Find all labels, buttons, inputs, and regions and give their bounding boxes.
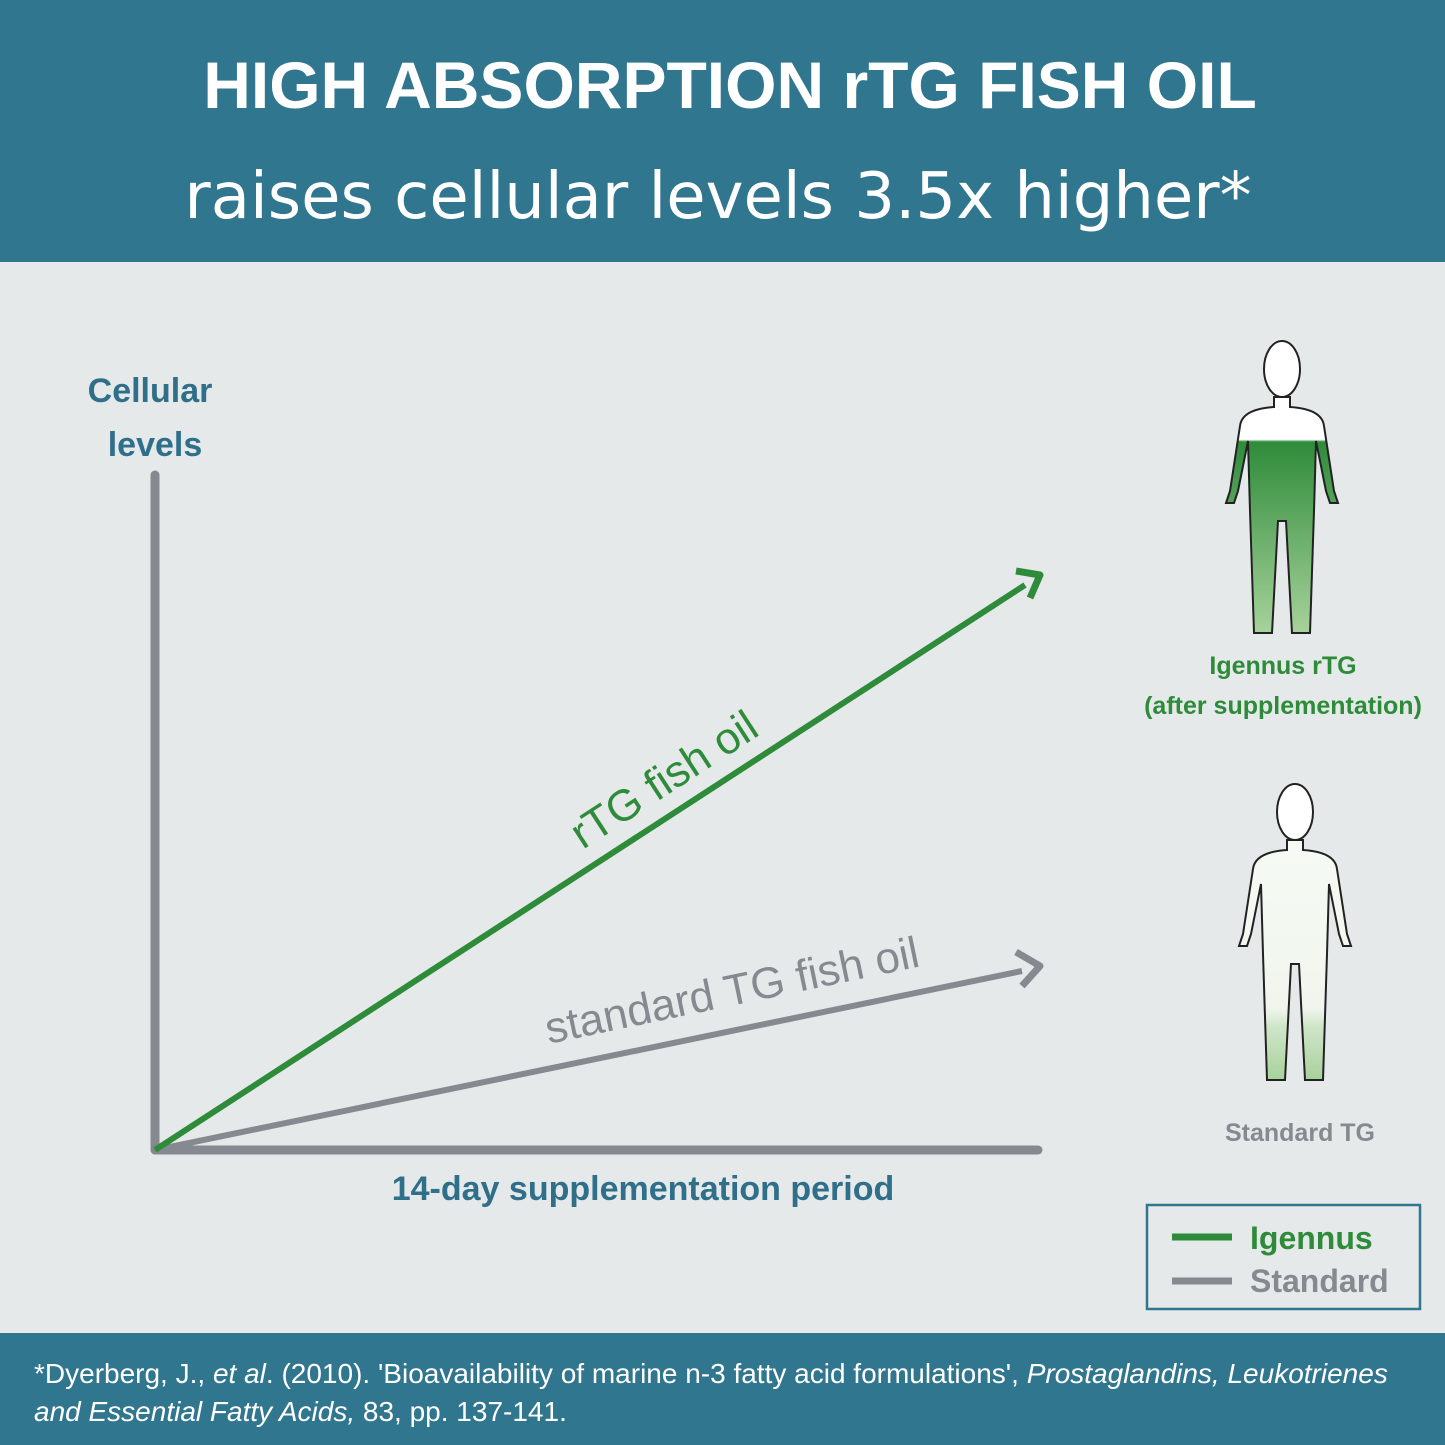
footnote-italic: Prostaglandins, Leukotrienes and Essenti… <box>34 1358 1388 1427</box>
x-axis-label: 14-day supplementation period <box>392 1170 895 1208</box>
header-band <box>0 0 1445 262</box>
footnote-italic: et al <box>212 1358 266 1389</box>
standard-line-label: standard TG fish oil <box>541 928 924 1054</box>
footnote-text: . (2010). 'Bioavailability of marine n-3… <box>265 1358 1027 1389</box>
footnote-text: *Dyerberg, J., <box>34 1358 213 1389</box>
footnote: *Dyerberg, J., et al. (2010). 'Bioavaila… <box>34 1355 1424 1431</box>
footnote-text: 83, pp. 137-141. <box>355 1396 567 1427</box>
rtg-line-label: rTG fish oil <box>562 701 767 858</box>
standard-arrowhead <box>1014 948 1044 989</box>
y-axis-label: levels <box>108 426 203 464</box>
legend-label: Standard <box>1250 1263 1389 1299</box>
legend-box <box>1145 1203 1422 1311</box>
subtitle: raises cellular levels 3.5x higher* <box>184 160 1251 234</box>
rtg-line <box>153 582 1027 1153</box>
figure-standard <box>1237 783 1353 1081</box>
footer-band <box>0 1333 1445 1445</box>
y-axis-label: Cellular <box>88 372 213 410</box>
standard-line <box>154 968 1023 1153</box>
figure-caption: Igennus rTG <box>1209 652 1356 680</box>
legend-label: Igennus <box>1250 1220 1373 1256</box>
rtg-arrowhead <box>1015 567 1044 600</box>
figure-caption: (after supplementation) <box>1144 692 1422 720</box>
title: HIGH ABSORPTION rTG FISH OIL <box>203 48 1257 122</box>
figure-caption: Standard TG <box>1225 1119 1375 1147</box>
figure-rtg <box>1224 340 1340 634</box>
